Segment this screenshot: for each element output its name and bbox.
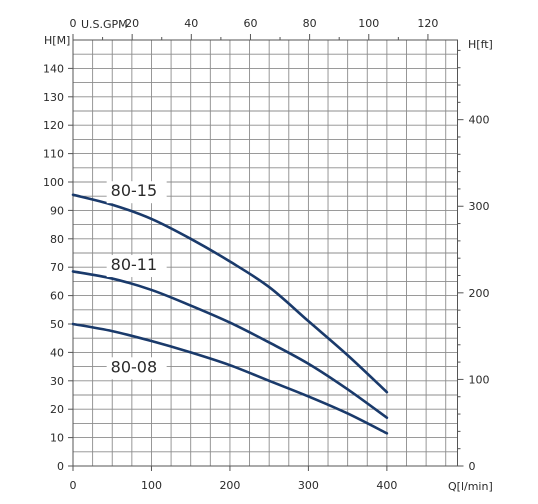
x-tick-label-top: 0 bbox=[70, 17, 77, 30]
y-tick-label-left: 30 bbox=[50, 375, 64, 388]
x-tick-label-bottom: 0 bbox=[70, 479, 77, 492]
x-tick-label-top: 60 bbox=[243, 17, 257, 30]
x-tick-label-top: 80 bbox=[303, 17, 317, 30]
y-tick-label-left: 110 bbox=[43, 148, 64, 161]
plot-area-border bbox=[72, 39, 458, 467]
y-tick-label-left: 140 bbox=[43, 62, 64, 75]
y-tick-label-left: 80 bbox=[50, 233, 64, 246]
x-tick-label-bottom: 100 bbox=[141, 479, 162, 492]
y-tick-label-left: 0 bbox=[57, 460, 64, 473]
curve-label: 80-15 bbox=[111, 181, 158, 200]
x-tick-label-bottom: 300 bbox=[298, 479, 319, 492]
tick-labels: 0 10 20 30 40 50 60 70 80 90 100 110 120 130 140 0 100 20… bbox=[43, 17, 490, 492]
x-axis-label-bottom: Q[l/min] bbox=[448, 480, 493, 493]
y-tick-label-left: 40 bbox=[50, 346, 64, 359]
curve-label: 80-11 bbox=[111, 255, 158, 274]
curve-label-background bbox=[106, 181, 167, 204]
x-tick-label-top: 120 bbox=[417, 17, 438, 30]
y-tick-label-left: 130 bbox=[43, 91, 64, 104]
y-tick-label-left: 70 bbox=[50, 261, 64, 274]
y-tick-label-left: 90 bbox=[50, 204, 64, 217]
curve-label: 80-08 bbox=[111, 357, 158, 376]
y-axis-label-right: H[ft] bbox=[468, 38, 493, 51]
y-tick-label-left: 120 bbox=[43, 119, 64, 132]
y-tick-label-right: 200 bbox=[469, 287, 490, 300]
curves: 80-15 80-11 80-08 bbox=[71, 181, 389, 435]
y-tick-label-right: 0 bbox=[469, 460, 476, 473]
y-axis-label-left: H[M] bbox=[44, 34, 70, 47]
x-tick-label-bottom: 400 bbox=[376, 479, 397, 492]
y-tick-label-left: 10 bbox=[50, 432, 64, 445]
y-tick-label-left: 60 bbox=[50, 290, 64, 303]
x-tick-label-bottom: 200 bbox=[219, 479, 240, 492]
curve-80-11 bbox=[71, 270, 389, 420]
x-tick-label-top: 40 bbox=[184, 17, 198, 30]
curve-80-15 bbox=[71, 193, 389, 394]
x-tick-label-top: 100 bbox=[358, 17, 379, 30]
curve-label-background bbox=[106, 255, 167, 278]
y-tick-label-left: 20 bbox=[50, 403, 64, 416]
grid bbox=[73, 40, 458, 466]
x-tick-label-top: 20 bbox=[125, 17, 139, 30]
y-tick-label-right: 300 bbox=[469, 200, 490, 213]
curve-label-background bbox=[106, 357, 167, 380]
axis-ticks bbox=[68, 34, 464, 471]
curve-80-08 bbox=[71, 322, 389, 435]
plot-frame bbox=[72, 39, 458, 467]
y-tick-label-right: 400 bbox=[469, 114, 490, 127]
y-tick-label-left: 100 bbox=[43, 176, 64, 189]
y-tick-label-right: 100 bbox=[469, 373, 490, 386]
x-axis-label-top: U.S.GPM bbox=[81, 18, 128, 31]
y-tick-label-left: 50 bbox=[50, 318, 64, 331]
